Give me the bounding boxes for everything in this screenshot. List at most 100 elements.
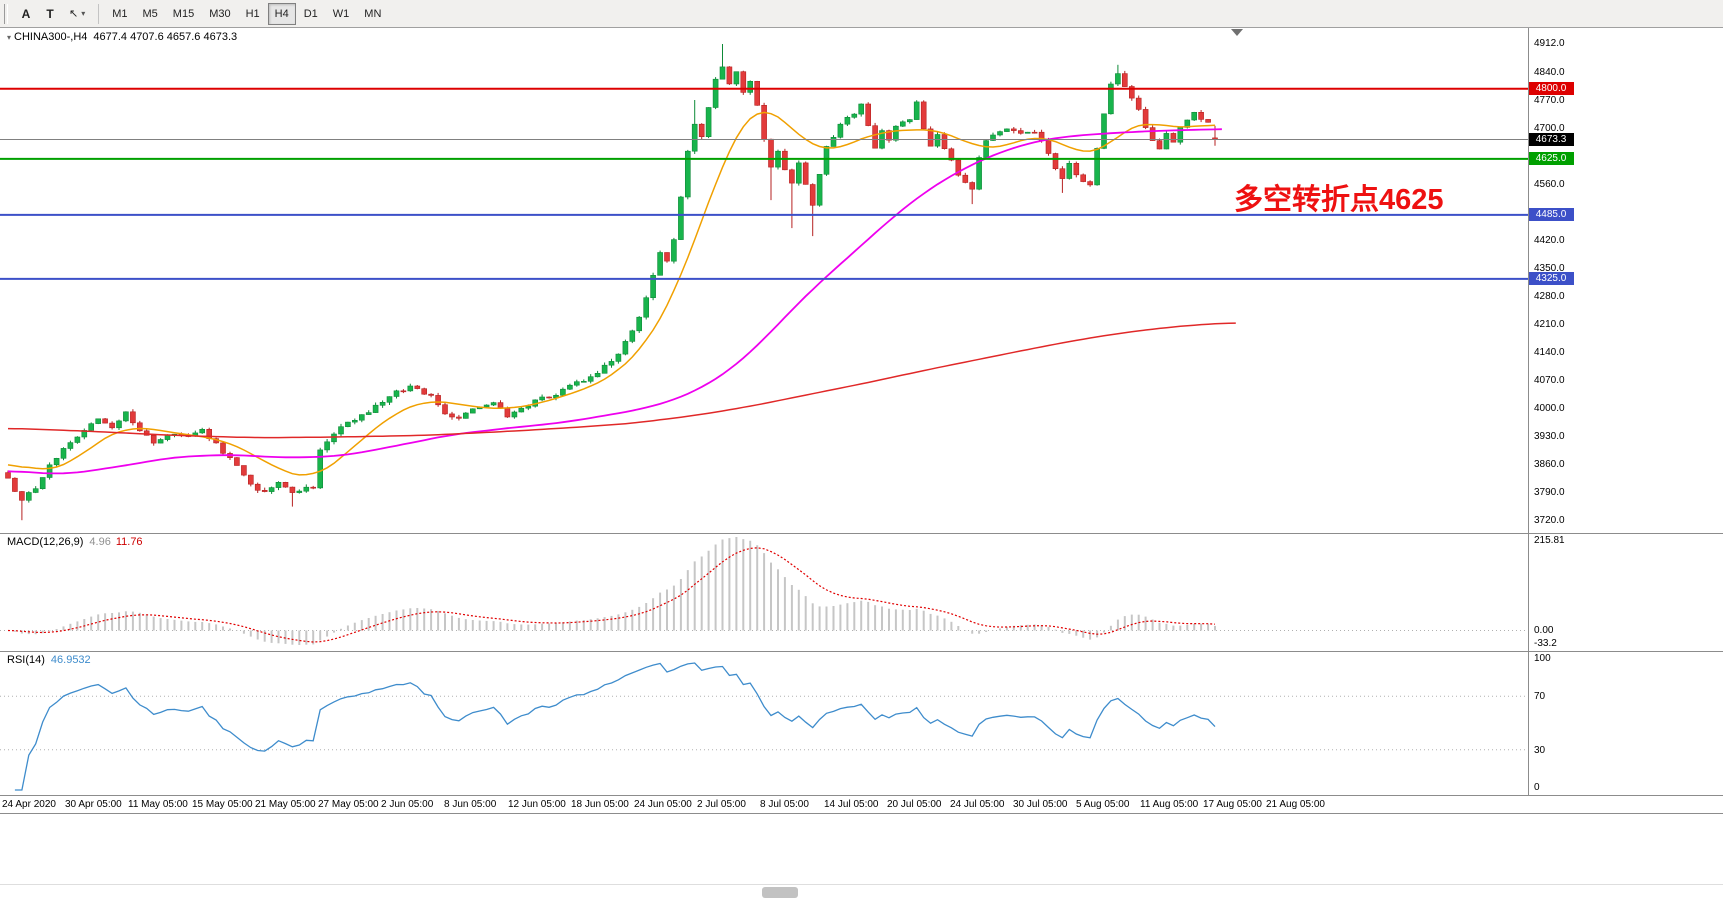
axis-separator	[1528, 28, 1529, 795]
price-badge-4800.0: 4800.0	[1528, 82, 1574, 95]
macd-canvas[interactable]	[0, 533, 1528, 651]
rsi-value: 46.9532	[50, 654, 91, 666]
time-label: 14 Jul 05:00	[824, 799, 879, 810]
timeframe-button-m15[interactable]: M15	[166, 3, 201, 25]
macd-axis: 215.81 0.00 -33.2	[1528, 533, 1723, 651]
main-chart-canvas[interactable]	[0, 28, 1528, 533]
cursor-tool-dropdown[interactable]: ↖ ▾	[62, 3, 92, 25]
time-label: 11 May 05:00	[128, 799, 188, 810]
chart-ohlc-values: 4677.4 4707.6 4657.6 4673.3	[93, 31, 238, 43]
price-tick: 4840.0	[1534, 67, 1565, 78]
timeframe-button-mn[interactable]: MN	[357, 3, 388, 25]
price-tick: 4140.0	[1534, 347, 1565, 358]
macd-signal-value: 11.76	[115, 536, 143, 548]
time-label: 15 May 05:00	[192, 799, 253, 810]
time-label: 24 Jun 05:00	[634, 799, 692, 810]
timeframe-button-h4[interactable]: H4	[267, 2, 296, 25]
timeframe-button-m30[interactable]: M30	[202, 3, 237, 25]
price-tick: 4070.0	[1534, 375, 1565, 386]
price-tick: 4770.0	[1534, 95, 1565, 106]
ma-fast-line	[7, 111, 1216, 476]
price-tick: 4700.0	[1534, 123, 1565, 134]
chart-header: ▾ CHINA300-,H4 4677.4 4707.6 4657.6 4673.3	[7, 31, 237, 43]
price-tick: 4350.0	[1534, 263, 1565, 274]
price-axis[interactable]: 4912.0 4840.0 4770.0 4700.0 4560.0 4420.0 4350…	[1528, 28, 1723, 533]
price-tick: 4912.0	[1534, 38, 1565, 49]
macd-main-value: 4.96	[89, 536, 111, 548]
price-tick: 4000.0	[1534, 403, 1565, 414]
top-toolbar: A T ↖ ▾ M1 M5 M15 M30 H1 H4 D1 W1 MN	[0, 0, 1723, 28]
macd-name-label: MACD(12,26,9)	[7, 536, 84, 548]
text-tool-button[interactable]: A	[14, 3, 38, 25]
price-tick: 3930.0	[1534, 431, 1565, 442]
symbol-marker-icon: ▾	[7, 33, 12, 42]
price-tick: 3720.0	[1534, 515, 1565, 526]
text-label-tool-button[interactable]: T	[38, 3, 62, 25]
rsi-axis-label-30: 30	[1534, 745, 1546, 756]
timeframe-button-d1[interactable]: D1	[297, 3, 325, 25]
bottom-strip	[0, 813, 1723, 899]
time-label: 20 Jul 05:00	[887, 799, 942, 810]
time-label: 24 Jul 05:00	[950, 799, 1005, 810]
time-label: 18 Jun 05:00	[571, 799, 629, 810]
macd-signal-line	[7, 547, 1216, 643]
time-label: 12 Jun 05:00	[508, 799, 566, 810]
bottom-divider	[0, 884, 1723, 885]
chart-shift-marker-icon[interactable]	[1231, 29, 1243, 36]
time-label: 21 Aug 05:00	[1266, 799, 1325, 810]
time-axis[interactable]: 24 Apr 2020 30 Apr 05:00 11 May 05:00 15 Ma…	[0, 795, 1723, 813]
timeframe-button-h1[interactable]: H1	[239, 3, 267, 25]
timeframe-button-m5[interactable]: M5	[136, 3, 165, 25]
candlestick-series	[5, 44, 1218, 521]
macd-panel: MACD(12,26,9) 4.96 11.76	[0, 533, 1528, 651]
time-label: 30 Jul 05:00	[1013, 799, 1068, 810]
time-label: 5 Aug 05:00	[1076, 799, 1130, 810]
rsi-axis-label-0: 0	[1534, 782, 1540, 793]
chart-symbol-label: CHINA300-,H4	[14, 31, 88, 43]
taskbar-handle[interactable]	[762, 887, 798, 898]
time-label: 2 Jul 05:00	[697, 799, 746, 810]
price-badge-4325.0: 4325.0	[1528, 272, 1574, 285]
rsi-header: RSI(14) 46.9532	[7, 654, 91, 666]
time-label: 30 Apr 05:00	[65, 799, 122, 810]
price-tick: 3860.0	[1534, 459, 1565, 470]
macd-axis-zero-label: 0.00	[1534, 625, 1554, 636]
price-badge-4485.0: 4485.0	[1528, 208, 1574, 221]
price-annotation[interactable]: 多空转折点4625	[1234, 184, 1444, 216]
time-label: 8 Jul 05:00	[760, 799, 809, 810]
rsi-canvas[interactable]	[0, 651, 1528, 795]
time-label: 24 Apr 2020	[2, 799, 56, 810]
price-tick: 4420.0	[1534, 235, 1565, 246]
panel-separator[interactable]	[0, 533, 1723, 534]
time-label: 27 May 05:00	[318, 799, 379, 810]
timeframe-button-m1[interactable]: M1	[105, 3, 134, 25]
cursor-icon: ↖	[69, 8, 79, 20]
chevron-down-icon: ▾	[81, 9, 86, 18]
main-chart-panel: ▾ CHINA300-,H4 4677.4 4707.6 4657.6 4673.3…	[0, 28, 1528, 533]
price-tick: 4280.0	[1534, 291, 1565, 302]
time-label: 11 Aug 05:00	[1140, 799, 1199, 810]
toolbar-drag-handle[interactable]	[4, 3, 8, 24]
ma-mid-line	[7, 128, 1222, 475]
time-label: 8 Jun 05:00	[444, 799, 497, 810]
macd-axis-min-label: -33.2	[1534, 638, 1557, 649]
macd-header: MACD(12,26,9) 4.96 11.76	[7, 536, 143, 548]
rsi-axis: 100 70 30 0	[1528, 651, 1723, 795]
rsi-axis-label-70: 70	[1534, 691, 1546, 702]
price-tick: 4560.0	[1534, 179, 1565, 190]
panel-separator	[0, 813, 1723, 814]
toolbar-separator	[98, 3, 100, 24]
ma-slow-line	[7, 322, 1236, 439]
price-tick: 4210.0	[1534, 319, 1565, 330]
time-label: 21 May 05:00	[255, 799, 316, 810]
macd-axis-max-label: 215.81	[1534, 535, 1565, 546]
panel-separator	[0, 795, 1723, 796]
timeframe-button-w1[interactable]: W1	[326, 3, 357, 25]
panel-separator[interactable]	[0, 651, 1723, 652]
macd-histogram	[13, 537, 1216, 645]
rsi-axis-label-100: 100	[1534, 653, 1551, 664]
timeframe-group: M1 M5 M15 M30 H1 H4 D1 W1 MN	[105, 2, 388, 25]
price-tick: 3790.0	[1534, 487, 1565, 498]
rsi-name-label: RSI(14)	[7, 654, 45, 666]
